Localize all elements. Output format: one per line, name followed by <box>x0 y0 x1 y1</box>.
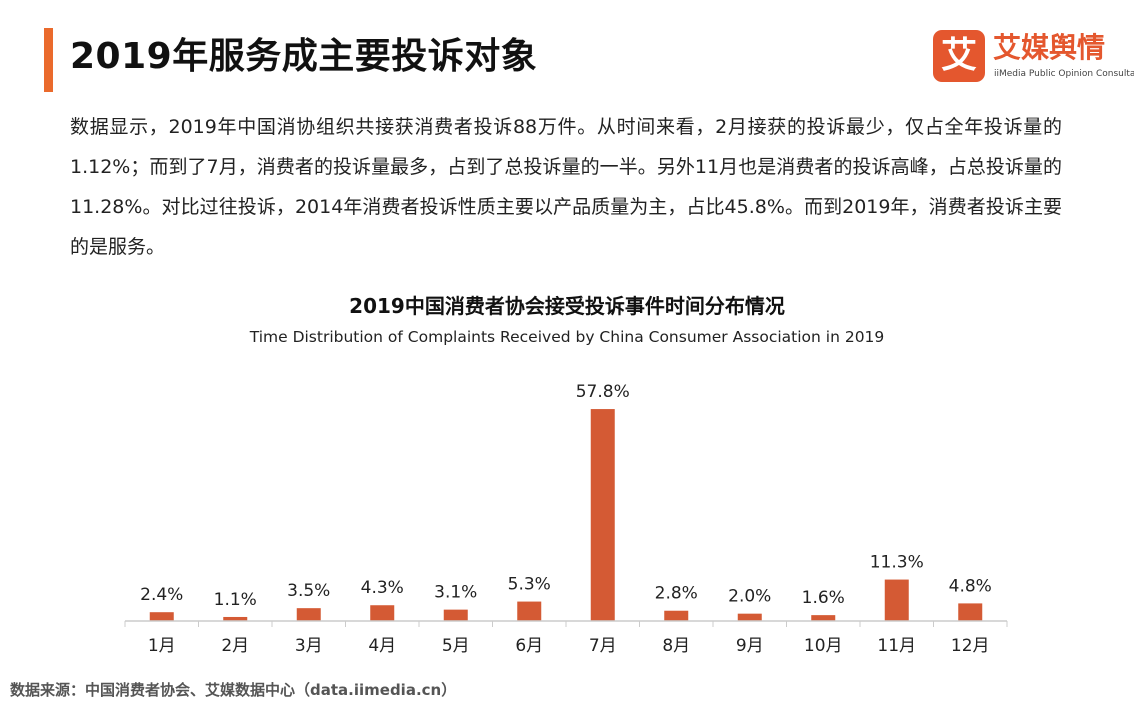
value-label: 3.1% <box>434 583 477 603</box>
category-label: 9月 <box>736 636 764 656</box>
bar-2 <box>223 616 248 621</box>
chart-subtitle: Time Distribution of Complaints Received… <box>249 328 885 346</box>
category-label: 2月 <box>221 636 249 656</box>
logo-subtitle: iiMedia Public Opinion Consultation <box>994 69 1134 79</box>
x-axis-ticks <box>124 621 1008 627</box>
brand-logo: 艾 艾媒舆情 iiMedia Public Opinion Consultati… <box>933 30 1134 86</box>
bar-3 <box>296 608 321 621</box>
bar-12 <box>958 603 983 621</box>
category-label: 11月 <box>877 636 916 656</box>
bar-4 <box>370 605 395 621</box>
value-label: 4.3% <box>361 578 404 598</box>
value-label: 1.6% <box>802 588 845 608</box>
logo-mark-icon: 艾 <box>933 30 985 82</box>
bar-9 <box>737 613 762 621</box>
value-label: 2.4% <box>140 585 183 605</box>
value-label: 2.0% <box>728 587 771 607</box>
bar-6 <box>517 601 542 621</box>
bar-7 <box>590 409 615 621</box>
value-label: 2.8% <box>655 584 698 604</box>
category-label: 3月 <box>295 636 323 656</box>
category-label: 4月 <box>368 636 396 656</box>
category-label: 12月 <box>951 636 990 656</box>
value-label: 11.3% <box>870 553 924 573</box>
value-label: 1.1% <box>214 590 257 610</box>
bars-group <box>149 409 983 621</box>
value-label: 3.5% <box>287 581 330 601</box>
category-label: 1月 <box>148 636 176 656</box>
value-labels-group: 2.4% 1.1% 3.5% 4.3% 3.1% 5.3% 57.8% 2.8% 2.0% 1.6… <box>140 382 992 610</box>
page-title: 2019年服务成主要投诉对象 <box>70 36 538 77</box>
category-label: 7月 <box>589 636 617 656</box>
logo-name: 艾媒舆情 <box>993 31 1106 64</box>
category-label: 6月 <box>515 636 543 656</box>
chart-title: 2019中国消费者协会接受投诉事件时间分布情况 <box>349 294 785 318</box>
title-accent-bar <box>44 28 53 92</box>
bar-11 <box>884 579 909 621</box>
bar-10 <box>811 615 836 621</box>
value-label: 57.8% <box>576 382 630 402</box>
value-label: 4.8% <box>949 576 992 596</box>
x-axis-labels: 1月 2月 3月 4月 5月 6月 7月 8月 9月 10月 11月 12月 <box>148 636 990 656</box>
category-label: 10月 <box>804 636 843 656</box>
data-source-note: 数据来源：中国消费者协会、艾媒数据中心（data.iimedia.cn） <box>10 681 457 699</box>
category-label: 8月 <box>662 636 690 656</box>
intro-paragraph: 数据显示，2019年中国消协组织共接获消费者投诉88万件。从时间来看，2月接获的… <box>70 116 1062 258</box>
bar-1 <box>149 612 174 621</box>
bar-5 <box>443 609 468 621</box>
category-label: 5月 <box>442 636 470 656</box>
bar-8 <box>664 610 689 621</box>
bar-chart: 2.4% 1.1% 3.5% 4.3% 3.1% 5.3% 57.8% 2.8% 2.0% 1.6… <box>124 382 1008 656</box>
value-label: 5.3% <box>508 575 551 595</box>
